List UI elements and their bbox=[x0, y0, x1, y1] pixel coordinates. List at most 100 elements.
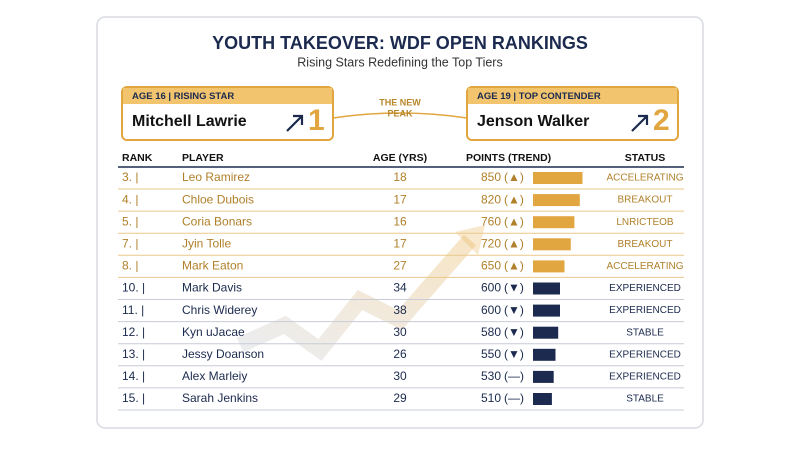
card-header bbox=[468, 88, 677, 104]
trend-cell: (▲) bbox=[504, 192, 524, 206]
trend-cell: (▼) bbox=[504, 281, 524, 295]
points-bar bbox=[533, 194, 580, 207]
points-bar bbox=[533, 172, 583, 184]
points-cell: 600 bbox=[481, 281, 501, 295]
trend-cell: (▲) bbox=[504, 214, 524, 228]
trend-cell: (▲) bbox=[504, 170, 524, 184]
card-header bbox=[123, 88, 332, 104]
rank-cell: 12. | bbox=[122, 325, 145, 339]
trend-cell: (▼) bbox=[504, 347, 524, 361]
player-cell: Chloe Dubois bbox=[182, 192, 254, 206]
points-cell: 760 bbox=[481, 214, 501, 228]
trend-cell: (▼) bbox=[504, 325, 524, 339]
rank-cell: 15. | bbox=[122, 391, 145, 405]
background-arrowhead bbox=[455, 225, 485, 255]
points-bar bbox=[533, 370, 554, 383]
status-cell: EXPERIENCED bbox=[609, 349, 681, 360]
age-cell: 27 bbox=[393, 259, 407, 273]
points-cell: 580 bbox=[481, 325, 501, 339]
player-cell: Mark Davis bbox=[182, 281, 242, 295]
title: YOUTH TAKEOVER: WDF OPEN RANKINGS bbox=[212, 33, 588, 53]
points-bar bbox=[533, 348, 556, 361]
rank-cell: 11. | bbox=[122, 303, 144, 317]
player-cell: Mark Eaton bbox=[182, 259, 243, 273]
player-cell: Chris Widerey bbox=[182, 303, 257, 317]
player-cell: Alex Marleiy bbox=[182, 369, 247, 383]
card-name: Jenson Walker bbox=[477, 113, 589, 130]
age-cell: 29 bbox=[393, 391, 407, 405]
points-bar bbox=[533, 304, 560, 317]
trend-cell: (—) bbox=[504, 391, 524, 405]
age-cell: 17 bbox=[393, 192, 407, 206]
points-cell: 850 bbox=[481, 170, 501, 184]
status-cell: EXPERIENCED bbox=[609, 305, 681, 316]
age-cell: 30 bbox=[393, 325, 407, 339]
age-cell: 16 bbox=[393, 214, 407, 228]
player-cell: Sarah Jenkins bbox=[182, 391, 258, 405]
age-cell: 34 bbox=[393, 281, 407, 295]
rank-cell: 10. | bbox=[122, 281, 145, 295]
points-cell: 720 bbox=[481, 236, 501, 250]
points-cell: 530 bbox=[481, 369, 501, 383]
player-cell: Kyn uJacae bbox=[182, 325, 245, 339]
status-cell: BREAKOUT bbox=[617, 195, 672, 206]
trend-arrow bbox=[286, 114, 304, 132]
rank-cell: 5. | bbox=[122, 214, 138, 228]
points-bar bbox=[533, 393, 552, 405]
status-cell: BREAKOUT bbox=[617, 239, 672, 250]
connector-label: PEAK bbox=[387, 108, 413, 118]
rank-cell: 14. | bbox=[122, 369, 145, 383]
status-cell: STABLE bbox=[626, 394, 664, 405]
card-rank: 1 bbox=[308, 104, 325, 137]
points-bar bbox=[533, 282, 560, 295]
rank-cell: 4. | bbox=[122, 192, 138, 206]
card-rank: 2 bbox=[653, 104, 670, 137]
background-arrow bbox=[236, 234, 477, 361]
connector-line bbox=[332, 112, 468, 119]
player-cell: Leo Ramirez bbox=[182, 170, 250, 184]
age-cell: 26 bbox=[393, 347, 407, 361]
trend-arrow bbox=[631, 114, 649, 132]
column-header: STATUS bbox=[625, 152, 665, 164]
age-cell: 18 bbox=[393, 170, 407, 184]
column-header: PLAYER bbox=[182, 152, 224, 164]
trend-cell: (▲) bbox=[504, 236, 524, 250]
points-bar bbox=[533, 260, 565, 273]
age-cell: 30 bbox=[393, 369, 407, 383]
trend-cell: (▲) bbox=[504, 259, 524, 273]
points-cell: 820 bbox=[481, 192, 501, 206]
points-bar bbox=[533, 216, 575, 229]
status-cell: ACCELERATING bbox=[606, 261, 683, 272]
points-cell: 550 bbox=[481, 347, 501, 361]
player-cell: Jyin Tolle bbox=[182, 236, 231, 250]
status-cell: EXPERIENCED bbox=[609, 283, 681, 294]
trend-cell: (▼) bbox=[504, 303, 524, 317]
age-cell: 17 bbox=[393, 236, 407, 250]
column-header: POINTS (TREND) bbox=[466, 152, 551, 164]
points-cell: 510 bbox=[481, 391, 501, 405]
rank-cell: 7. | bbox=[122, 236, 138, 250]
card-name: Mitchell Lawrie bbox=[132, 113, 247, 130]
age-cell: 38 bbox=[393, 303, 407, 317]
points-bar bbox=[533, 326, 559, 339]
player-cell: Jessy Doanson bbox=[182, 347, 264, 361]
points-bar bbox=[533, 238, 571, 251]
subtitle: Rising Stars Redefining the Top Tiers bbox=[297, 55, 502, 69]
points-cell: 650 bbox=[481, 259, 501, 273]
column-header: AGE (YRS) bbox=[373, 152, 427, 164]
connector-label: THE NEW bbox=[379, 97, 421, 107]
player-cell: Coria Bonars bbox=[182, 214, 252, 228]
status-cell: EXPERIENCED bbox=[609, 372, 681, 383]
card-tag: AGE 19 | TOP CONTENDER bbox=[477, 91, 601, 102]
rank-cell: 8. | bbox=[122, 259, 138, 273]
status-cell: LNRICTEOB bbox=[616, 217, 674, 228]
points-cell: 600 bbox=[481, 303, 501, 317]
status-cell: ACCELERATING bbox=[606, 173, 683, 184]
rank-cell: 3. | bbox=[122, 170, 138, 184]
column-header: RANK bbox=[122, 152, 153, 164]
card-tag: AGE 16 | RISING STAR bbox=[132, 91, 234, 102]
rank-cell: 13. | bbox=[122, 347, 145, 361]
trend-cell: (—) bbox=[504, 369, 524, 383]
